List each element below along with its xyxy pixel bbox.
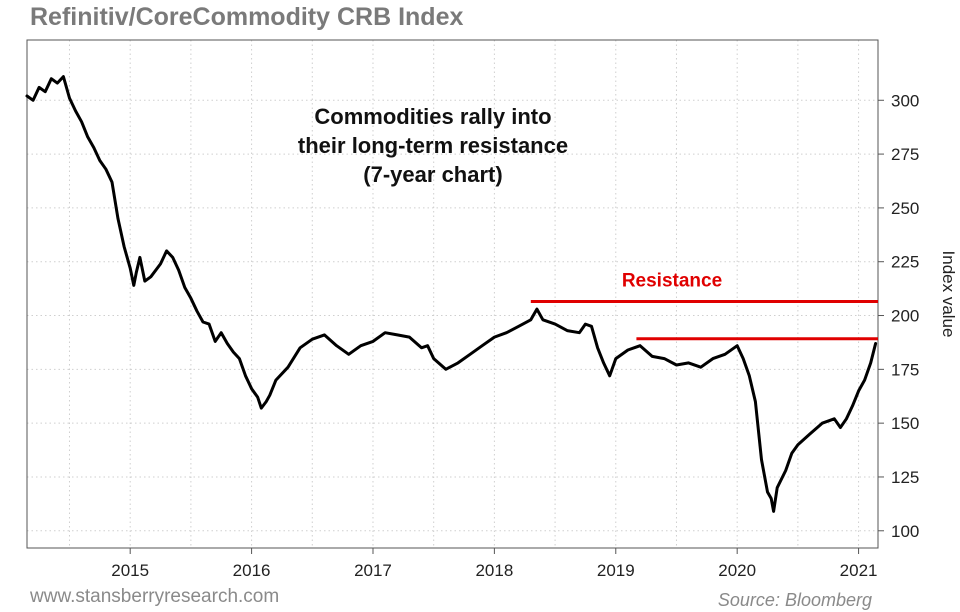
y-tick-label: 275: [891, 145, 919, 164]
chart-annotation: their long-term resistance: [298, 133, 568, 158]
x-tick-label: 2019: [597, 561, 635, 580]
chart-annotation: Commodities rally into: [314, 104, 551, 129]
chart-title: Refinitiv/CoreCommodity CRB Index: [30, 3, 464, 31]
website-credit: www.stansberryresearch.com: [30, 586, 280, 607]
y-tick-label: 300: [891, 91, 919, 110]
y-tick-label: 150: [891, 414, 919, 433]
chart-annotation: (7-year chart): [363, 162, 502, 187]
crb-index-line: [25, 75, 878, 513]
y-axis-label: Index value: [939, 251, 958, 338]
x-tick-label: 2016: [233, 561, 271, 580]
y-tick-label: 250: [891, 199, 919, 218]
y-tick-label: 100: [891, 522, 919, 541]
y-tick-label: 200: [891, 307, 919, 326]
x-tick-label: 2020: [718, 561, 756, 580]
x-tick-label: 2018: [475, 561, 513, 580]
y-tick-label: 125: [891, 468, 919, 487]
x-tick-label: 2017: [354, 561, 392, 580]
source-credit: Source: Bloomberg: [717, 590, 872, 610]
y-tick-label: 225: [891, 253, 919, 272]
resistance-label: Resistance: [622, 271, 722, 292]
plot-frame: [26, 39, 879, 549]
x-tick-label: 2021: [840, 561, 878, 580]
y-tick-label: 175: [891, 360, 919, 379]
x-tick-label: 2015: [111, 561, 149, 580]
